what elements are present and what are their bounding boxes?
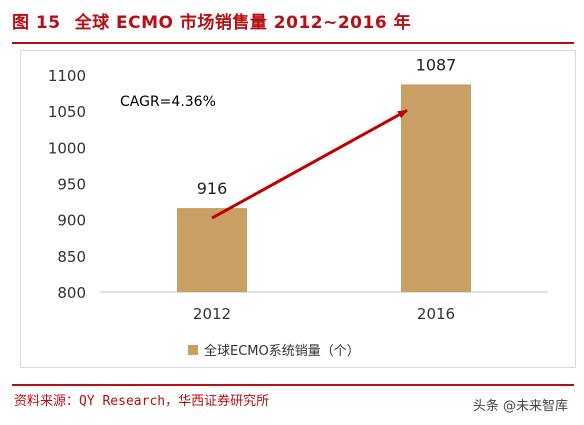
bar-2012: [177, 208, 247, 292]
chart-frame: [20, 50, 576, 368]
axis-layer: 800 850 900 950 1000 1050 1100: [48, 67, 548, 302]
bar-layer: [177, 84, 471, 292]
watermark: 头条 @未来智库: [468, 394, 572, 415]
x-tick-label-2012: 2012: [193, 305, 231, 323]
y-tick-label: 950: [57, 176, 86, 194]
figure-number: 图 15: [12, 13, 61, 33]
cagr-annotation: CAGR=4.36%: [120, 94, 216, 110]
legend: 全球ECMO系统销量（个）: [188, 343, 360, 359]
y-tick-label: 1100: [48, 67, 86, 85]
chart-title-bar: 图 15 全球 ECMO 市场销售量 2012~2016 年: [12, 8, 411, 36]
x-tick-label-2016: 2016: [417, 305, 455, 323]
cagr-arrow: [211, 109, 408, 220]
chart-title: 全球 ECMO 市场销售量 2012~2016 年: [74, 13, 412, 33]
legend-swatch: [188, 345, 198, 355]
label-layer: 916 2012 1087 2016: [193, 55, 456, 323]
y-tick-label: 1000: [48, 139, 86, 157]
y-tick-label: 900: [57, 212, 86, 230]
source-divider: [12, 384, 574, 386]
y-tick-label: 850: [57, 248, 86, 266]
data-label-2012: 916: [197, 179, 228, 198]
title-divider: [12, 42, 574, 44]
source-note: 资料来源：QY Research，华西证券研究所: [14, 394, 270, 409]
y-tick-label: 800: [57, 284, 86, 302]
data-label-2016: 1087: [416, 55, 457, 74]
y-tick-label: 1050: [48, 103, 86, 121]
legend-label: 全球ECMO系统销量（个）: [204, 343, 360, 359]
bar-2016: [401, 84, 471, 292]
